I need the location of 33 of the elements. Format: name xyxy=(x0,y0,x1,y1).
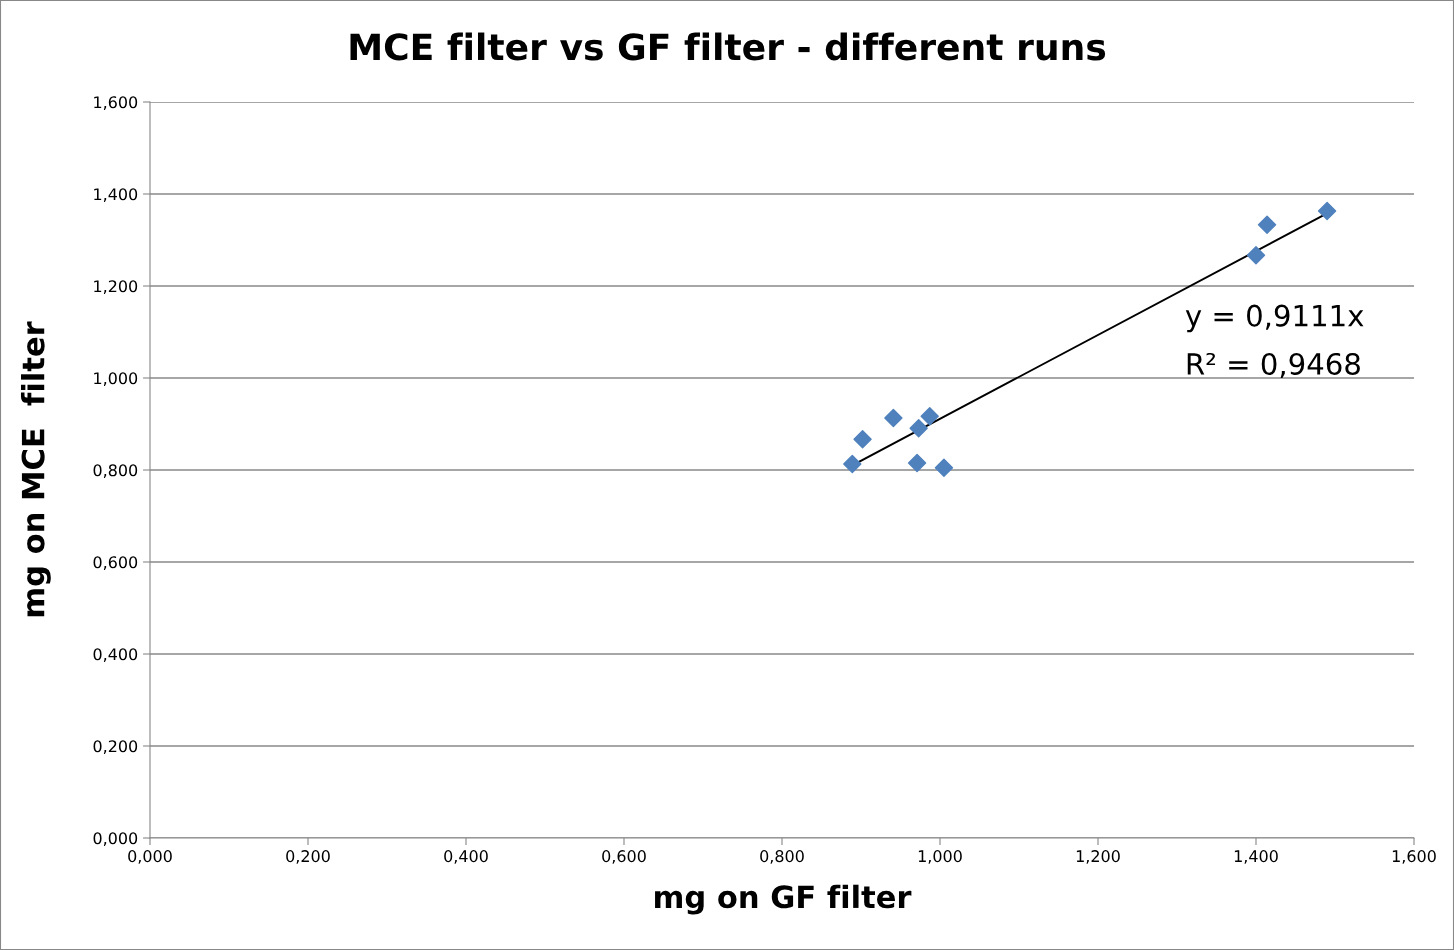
y-tick-label: 0,400 xyxy=(93,648,138,662)
point xyxy=(853,429,872,449)
x-tick-label: 0,200 xyxy=(286,850,330,864)
x-tick-label: 0,800 xyxy=(760,850,804,864)
point xyxy=(843,454,862,474)
x-tick-label: 1,400 xyxy=(1234,850,1278,864)
annotation: R² = 0,9468 xyxy=(1187,352,1360,378)
y-tick-label: 1,400 xyxy=(94,188,138,202)
y-tick-label: 0,600 xyxy=(93,556,138,570)
x-tick-label: 0,400 xyxy=(444,850,488,864)
y-tick-label: 0,000 xyxy=(93,832,138,846)
annotation: y = 0,9111x xyxy=(1185,304,1364,333)
y-tick-label: 1,000 xyxy=(94,372,138,386)
point xyxy=(1246,245,1266,265)
y-axis-title: mg on MCE filter xyxy=(20,321,51,617)
chart-title: MCE filter vs GF filter - different runs xyxy=(350,32,1106,61)
x-tick-label: 0,600 xyxy=(602,850,646,864)
point xyxy=(1317,201,1337,221)
point xyxy=(934,458,954,477)
x-tick-label: 1,200 xyxy=(1076,850,1120,864)
point xyxy=(907,453,927,473)
y-tick-label: 0,200 xyxy=(93,740,138,754)
x-axis-title: mg on GF filter xyxy=(655,884,912,915)
x-tick-label: 1,600 xyxy=(1392,850,1436,864)
y-tick-label: 0,800 xyxy=(93,464,138,478)
point xyxy=(1257,215,1277,235)
y-tick-label: 1,600 xyxy=(94,96,138,110)
y-tick-label: 1,200 xyxy=(94,280,138,294)
x-tick-label: 0,000 xyxy=(128,850,172,864)
point xyxy=(909,418,928,438)
point xyxy=(920,406,939,426)
point xyxy=(884,408,903,428)
x-tick-label: 1,000 xyxy=(918,850,962,864)
